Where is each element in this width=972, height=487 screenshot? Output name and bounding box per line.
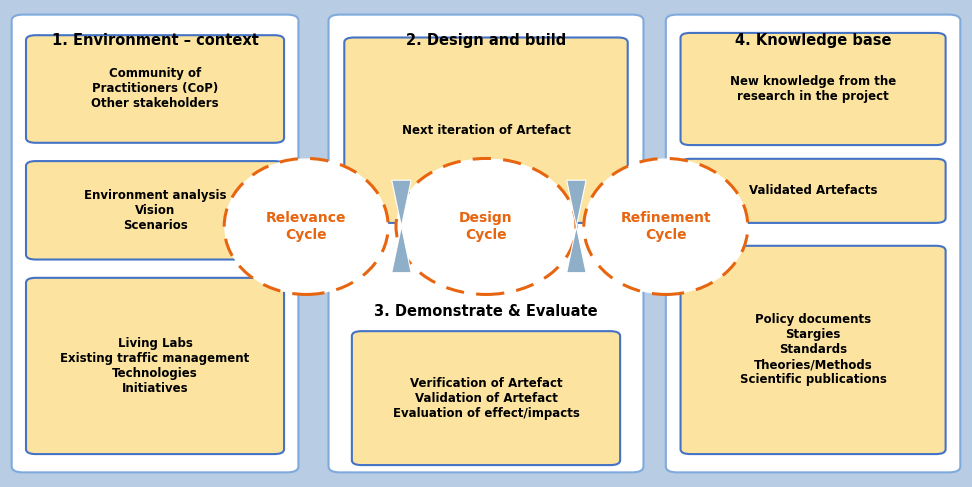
Text: New knowledge from the
research in the project: New knowledge from the research in the p… — [730, 75, 896, 103]
FancyBboxPatch shape — [12, 15, 298, 472]
FancyBboxPatch shape — [26, 161, 284, 260]
Text: Community of
Practitioners (CoP)
Other stakeholders: Community of Practitioners (CoP) Other s… — [91, 68, 219, 111]
Text: Environment analysis
Vision
Scenarios: Environment analysis Vision Scenarios — [84, 189, 226, 232]
FancyBboxPatch shape — [352, 331, 620, 465]
Polygon shape — [567, 180, 586, 273]
FancyBboxPatch shape — [680, 159, 946, 223]
FancyBboxPatch shape — [344, 37, 628, 223]
Text: Living Labs
Existing traffic management
Technologies
Initiatives: Living Labs Existing traffic management … — [60, 337, 250, 395]
FancyBboxPatch shape — [666, 15, 960, 472]
FancyBboxPatch shape — [680, 33, 946, 145]
Text: Verification of Artefact
Validation of Artefact
Evaluation of effect/impacts: Verification of Artefact Validation of A… — [393, 376, 579, 420]
Text: Validated Artefacts: Validated Artefacts — [748, 185, 878, 197]
Text: Policy documents
Stargies
Standards
Theories/Methods
Scientific publications: Policy documents Stargies Standards Theo… — [740, 314, 886, 386]
Ellipse shape — [584, 158, 747, 295]
Text: Design
Cycle: Design Cycle — [459, 211, 513, 242]
Ellipse shape — [225, 158, 388, 295]
Text: 4. Knowledge base: 4. Knowledge base — [735, 33, 891, 48]
Text: Refinement
Cycle: Refinement Cycle — [620, 211, 712, 242]
Ellipse shape — [396, 158, 576, 295]
Text: Relevance
Cycle: Relevance Cycle — [266, 211, 346, 242]
FancyBboxPatch shape — [329, 15, 643, 472]
Text: Next iteration of Artefact: Next iteration of Artefact — [401, 124, 571, 137]
Text: 2. Design and build: 2. Design and build — [406, 33, 566, 48]
Text: 1. Environment – context: 1. Environment – context — [52, 33, 259, 48]
FancyBboxPatch shape — [26, 35, 284, 143]
Polygon shape — [392, 180, 411, 273]
FancyBboxPatch shape — [680, 246, 946, 454]
Text: 3. Demonstrate & Evaluate: 3. Demonstrate & Evaluate — [374, 304, 598, 319]
FancyBboxPatch shape — [26, 278, 284, 454]
